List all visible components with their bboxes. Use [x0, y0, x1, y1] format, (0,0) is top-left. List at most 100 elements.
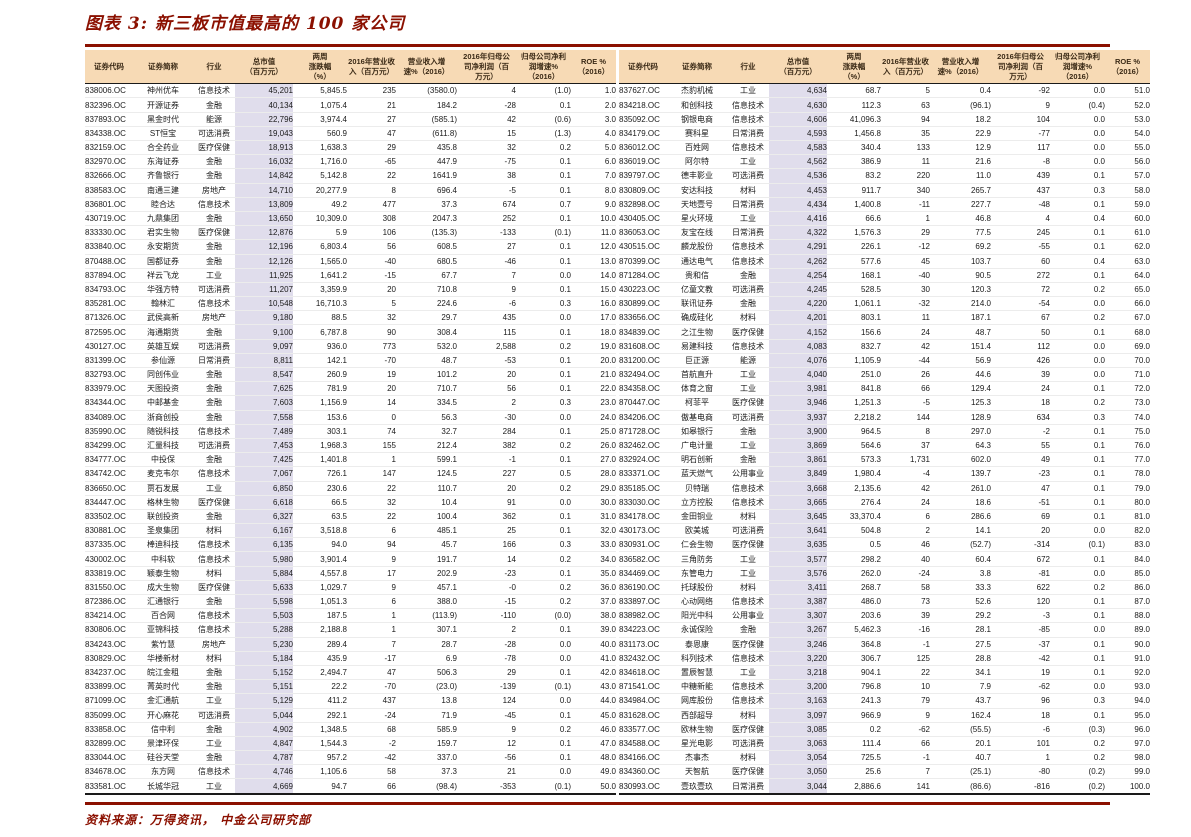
cell-revenue-2016: 56	[347, 239, 396, 255]
cell-revenue-2016: 79	[881, 693, 930, 709]
cell-short-name: 武侯高新	[133, 310, 193, 326]
cell-market-cap: 4,254	[769, 268, 827, 283]
cell-revenue-growth-2016: 162.4	[930, 708, 991, 723]
cell-industry: 金融	[193, 750, 235, 766]
cell-two-week-change: 2,886.6	[827, 778, 881, 795]
cell-short-name: 汇通银行	[133, 594, 193, 610]
col-header-short-name: 证券简称	[667, 50, 727, 85]
cell-roe-2016: 70.0	[1105, 353, 1150, 369]
cell-net-profit-growth-2016: 0.0	[516, 637, 571, 652]
cell-two-week-change: 289.4	[293, 637, 347, 652]
cell-revenue-growth-2016: (98.4)	[396, 778, 457, 795]
cell-revenue-growth-2016: 0.4	[930, 83, 991, 99]
cell-market-cap: 3,267	[769, 622, 827, 638]
cell-roe-2016: 60.0	[1105, 211, 1150, 227]
cell-ticker: 836053.OC	[619, 225, 667, 241]
cell-two-week-change: 268.7	[827, 580, 881, 596]
cell-net-profit-growth-2016: 0.0	[1050, 566, 1105, 581]
cell-revenue-growth-2016: 191.7	[396, 551, 457, 567]
cell-industry: 房地产	[193, 310, 235, 326]
cell-industry: 可选消费	[193, 438, 235, 454]
cell-revenue-growth-2016: 34.1	[930, 665, 991, 681]
company-row: 833044.OC 硅谷天堂 金融 4,787 957.2 -42 337.0 -56 0.1 4…	[85, 750, 616, 766]
cell-roe-2016: 12.0	[571, 239, 616, 255]
cell-ticker: 834447.OC	[85, 495, 133, 510]
cell-revenue-2016: 47	[347, 665, 396, 681]
cell-industry: 金融	[193, 254, 235, 269]
cell-net-profit-2016: 362	[457, 509, 516, 525]
cell-short-name: 参仙源	[133, 353, 193, 369]
cell-industry: 金融	[193, 154, 235, 170]
cell-two-week-change: 153.6	[293, 410, 347, 425]
cell-net-profit-growth-2016: 0.1	[1050, 452, 1105, 468]
company-row: 834218.OC 和创科技 信息技术 4,630 112.3 63 (96.1) 9 (0.4…	[619, 97, 1150, 113]
cell-net-profit-2016: 67	[991, 310, 1050, 326]
cell-ticker: 834984.OC	[619, 693, 667, 709]
company-row: 837335.OC 棒迪科技 信息技术 6,135 94.0 94 45.7 166 0.3 33…	[85, 537, 616, 553]
cell-short-name: 华强方特	[133, 282, 193, 298]
col-header-net-profit-2016: 2016年归母公 司净利润（百 万元）	[991, 50, 1050, 85]
cell-revenue-2016: 9	[347, 580, 396, 596]
cell-net-profit-growth-2016: 0.1	[1050, 665, 1105, 681]
company-row: 838583.OC 南通三建 房地产 14,710 20,277.9 8 696.4 -5 0.…	[85, 183, 616, 198]
cell-short-name: 中投保	[133, 452, 193, 468]
cell-revenue-growth-2016: (55.5)	[930, 722, 991, 737]
cell-revenue-2016: -15	[347, 268, 396, 283]
cell-roe-2016: 93.0	[1105, 679, 1150, 695]
cell-revenue-2016: 42	[881, 481, 930, 496]
cell-roe-2016: 23.0	[571, 395, 616, 411]
cell-ticker: 834777.OC	[85, 452, 133, 468]
cell-net-profit-2016: 120	[991, 594, 1050, 610]
cell-industry: 医疗保健	[727, 722, 769, 737]
cell-net-profit-growth-2016: 0.3	[1050, 183, 1105, 198]
cell-industry: 工业	[727, 211, 769, 227]
cell-roe-2016: 61.0	[1105, 225, 1150, 241]
cell-ticker: 830829.OC	[85, 651, 133, 666]
cell-revenue-growth-2016: 21.6	[930, 154, 991, 170]
cell-two-week-change: 1,348.5	[293, 722, 347, 737]
cell-ticker: 871099.OC	[85, 693, 133, 709]
cell-net-profit-2016: -54	[991, 296, 1050, 312]
cell-net-profit-2016: -30	[457, 410, 516, 425]
cell-revenue-growth-2016: 20.1	[930, 736, 991, 752]
company-row: 834179.OC 赛科星 日常消费 4,593 1,456.8 35 22.9 -77 0.0…	[619, 126, 1150, 142]
cell-roe-2016: 63.0	[1105, 254, 1150, 269]
cell-short-name: 皖江金租	[133, 665, 193, 681]
cell-net-profit-growth-2016: 0.0	[1050, 83, 1105, 99]
cell-ticker: 832899.OC	[85, 736, 133, 752]
company-row: 834777.OC 中投保 金融 7,425 1,401.8 1 599.1 -1 0.1 27.…	[85, 452, 616, 468]
cell-net-profit-growth-2016: 0.1	[1050, 438, 1105, 454]
cell-market-cap: 4,536	[769, 168, 827, 184]
cell-revenue-growth-2016: 69.2	[930, 239, 991, 255]
cell-net-profit-growth-2016: 0.0	[1050, 112, 1105, 127]
cell-revenue-2016: 22	[347, 509, 396, 525]
cell-revenue-2016: 19	[347, 367, 396, 383]
col-header-roe-2016: ROE % （2016）	[1105, 50, 1150, 85]
cell-two-week-change: 6,787.8	[293, 324, 347, 340]
cell-short-name: 紫竹慧	[133, 637, 193, 652]
cell-net-profit-growth-2016: 0.1	[516, 566, 571, 581]
col-header-roe-2016: ROE % （2016）	[571, 50, 616, 85]
cell-net-profit-2016: 91	[457, 495, 516, 510]
company-row: 834178.OC 金田铜业 材料 3,645 33,370.4 6 286.6 69 0.1 8…	[619, 509, 1150, 525]
cell-net-profit-growth-2016: 0.1	[1050, 424, 1105, 439]
cell-net-profit-2016: 72	[991, 282, 1050, 298]
cell-net-profit-2016: 9	[457, 282, 516, 298]
cell-roe-2016: 4.0	[571, 126, 616, 142]
cell-market-cap: 3,063	[769, 736, 827, 752]
cell-industry: 信息技术	[193, 466, 235, 482]
cell-industry: 金融	[193, 211, 235, 227]
cell-net-profit-2016: -46	[457, 254, 516, 269]
cell-ticker: 430127.OC	[85, 339, 133, 354]
cell-market-cap: 3,981	[769, 381, 827, 397]
company-row: 836190.OC 托球股份 材料 3,411 268.7 58 33.3 622 0.2 86.…	[619, 580, 1150, 596]
cell-roe-2016: 87.0	[1105, 594, 1150, 610]
cell-net-profit-2016: 1	[991, 750, 1050, 766]
cell-roe-2016: 96.0	[1105, 722, 1150, 737]
cell-revenue-2016: 27	[347, 112, 396, 127]
cell-industry: 金融	[727, 452, 769, 468]
cell-two-week-change: 340.4	[827, 140, 881, 156]
company-row: 834447.OC 格林生物 医疗保健 6,618 66.5 32 10.4 91 0.0 30.…	[85, 495, 616, 510]
cell-two-week-change: 3,901.4	[293, 551, 347, 567]
cell-revenue-2016: 21	[347, 97, 396, 113]
